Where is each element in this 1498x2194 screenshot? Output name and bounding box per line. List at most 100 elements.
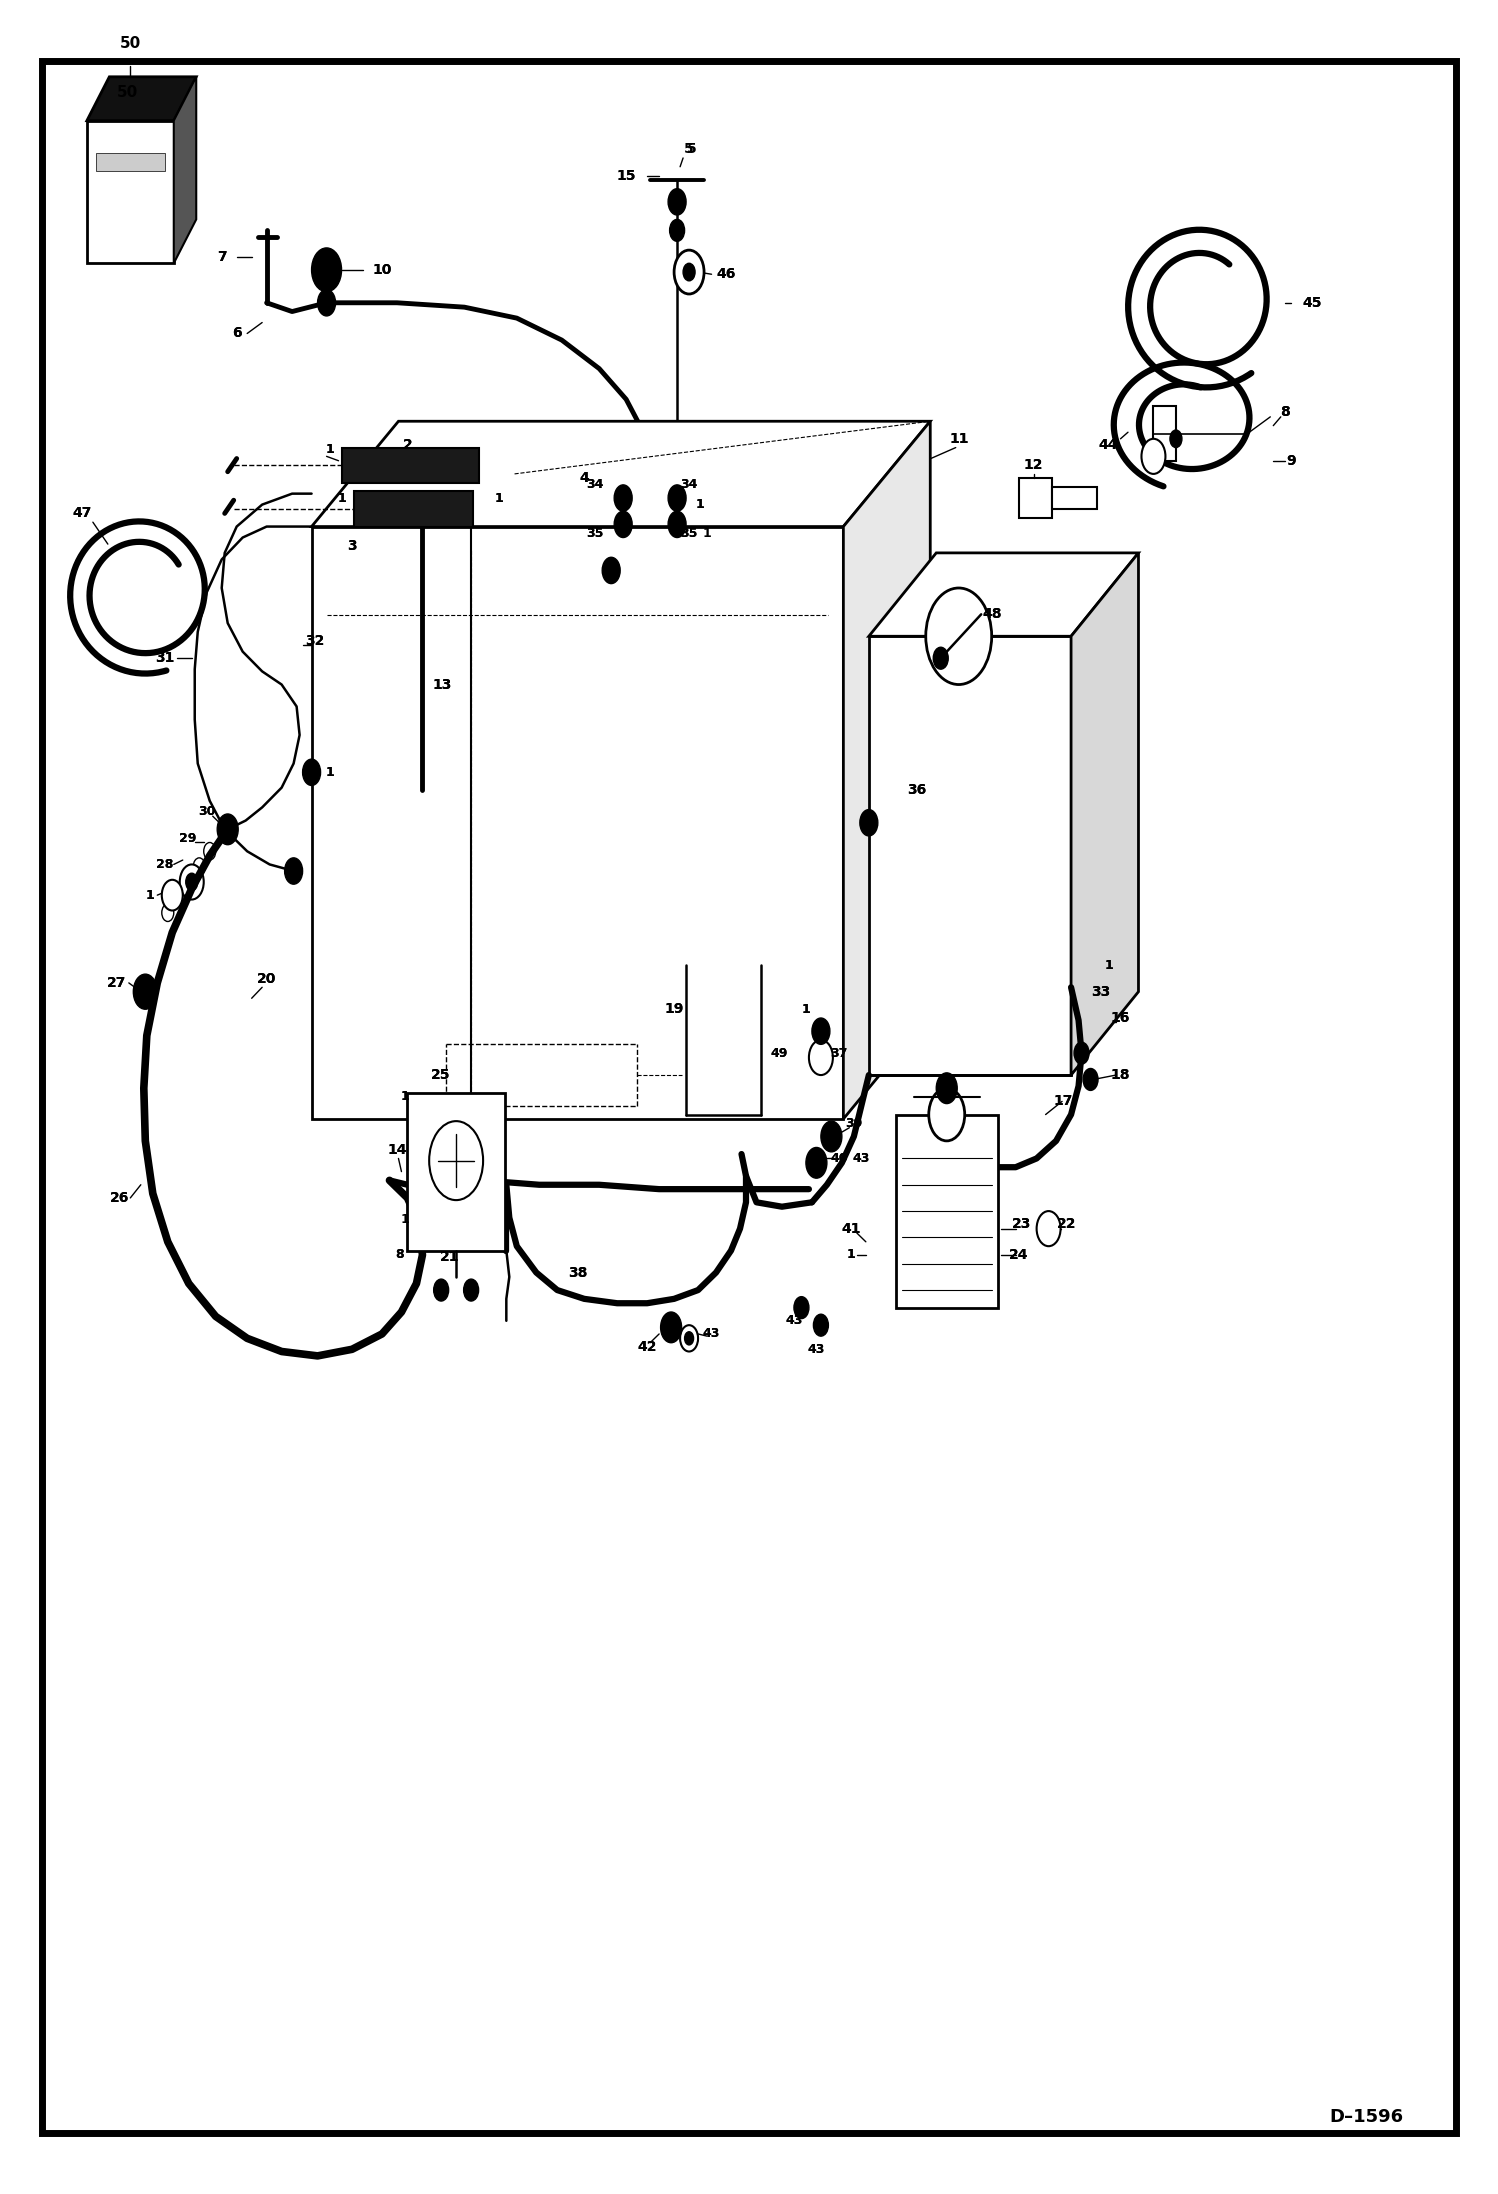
Text: 46: 46 [718, 268, 736, 281]
Polygon shape [1071, 553, 1138, 1075]
Text: 21: 21 [439, 1251, 460, 1264]
Text: 1: 1 [695, 498, 704, 511]
Circle shape [602, 557, 620, 584]
Text: 1: 1 [400, 1090, 409, 1104]
Text: 1: 1 [801, 1003, 810, 1016]
Text: 3: 3 [348, 540, 357, 553]
Text: 23: 23 [1013, 1218, 1031, 1231]
Circle shape [303, 759, 321, 785]
Text: 30: 30 [198, 805, 216, 818]
Circle shape [674, 250, 704, 294]
Text: 1: 1 [801, 1003, 810, 1016]
Text: 8: 8 [395, 1248, 404, 1262]
Text: 1: 1 [846, 1248, 855, 1262]
Circle shape [933, 647, 948, 669]
Text: 24: 24 [1008, 1248, 1029, 1262]
Circle shape [813, 1314, 828, 1336]
Text: 38: 38 [569, 1266, 587, 1279]
Circle shape [668, 189, 686, 215]
Text: 35: 35 [586, 527, 604, 540]
Text: 21: 21 [439, 1251, 460, 1264]
Polygon shape [312, 421, 930, 527]
Text: 26: 26 [111, 1191, 129, 1205]
Text: 37: 37 [830, 1047, 848, 1060]
Circle shape [1141, 439, 1165, 474]
Circle shape [1170, 430, 1182, 448]
Text: 43: 43 [852, 1152, 870, 1165]
Circle shape [464, 1279, 479, 1301]
Text: 41: 41 [840, 1222, 861, 1235]
Bar [407, 1093, 505, 1251]
Circle shape [812, 1018, 830, 1044]
Text: 1: 1 [1104, 959, 1113, 972]
Bar [869, 636, 1071, 1075]
Text: 11: 11 [948, 432, 969, 445]
Text: 1: 1 [325, 443, 334, 456]
Text: 34: 34 [680, 478, 698, 491]
Circle shape [809, 1040, 833, 1075]
Text: 1: 1 [400, 1090, 409, 1104]
Text: 1: 1 [494, 491, 503, 505]
Text: 32: 32 [306, 634, 324, 647]
Text: 35: 35 [586, 527, 604, 540]
Circle shape [285, 858, 303, 884]
Circle shape [318, 290, 336, 316]
Text: 25: 25 [430, 1068, 451, 1082]
Text: 34: 34 [586, 478, 604, 491]
Text: 18: 18 [1110, 1068, 1131, 1082]
Text: 13: 13 [433, 678, 451, 691]
Text: 43: 43 [807, 1343, 825, 1356]
Circle shape [428, 1121, 482, 1200]
Text: 38: 38 [569, 1266, 587, 1279]
Bar [1153, 406, 1176, 461]
Circle shape [929, 1088, 965, 1141]
Text: 47: 47 [73, 507, 91, 520]
Text: 44: 44 [1098, 439, 1119, 452]
Text: 31: 31 [156, 652, 174, 665]
Bar [354, 491, 473, 527]
Text: 30: 30 [198, 805, 216, 818]
Circle shape [217, 814, 238, 845]
Text: 14: 14 [386, 1143, 407, 1156]
Text: 1: 1 [337, 491, 346, 505]
Text: 23: 23 [1013, 1218, 1031, 1231]
Text: 16: 16 [1112, 1011, 1129, 1025]
Text: 6: 6 [232, 327, 241, 340]
Text: 17: 17 [1055, 1095, 1073, 1108]
Text: 37: 37 [830, 1047, 848, 1060]
Text: 27: 27 [108, 976, 126, 989]
Text: 1: 1 [325, 766, 334, 779]
Text: 8: 8 [1281, 406, 1290, 419]
Text: 43: 43 [703, 1327, 721, 1341]
Text: 50: 50 [120, 37, 141, 50]
Text: 33: 33 [1092, 985, 1110, 998]
Text: 3: 3 [348, 540, 357, 553]
Text: 5: 5 [685, 143, 694, 156]
Circle shape [685, 1332, 694, 1345]
Circle shape [180, 864, 204, 900]
Circle shape [133, 974, 157, 1009]
Circle shape [204, 842, 216, 860]
Text: 31: 31 [156, 652, 174, 665]
Text: 19: 19 [665, 1003, 683, 1016]
Bar [96, 154, 165, 171]
Circle shape [668, 485, 686, 511]
Text: 19: 19 [665, 1003, 683, 1016]
Text: 43: 43 [703, 1327, 721, 1341]
Polygon shape [87, 77, 196, 121]
Circle shape [683, 263, 695, 281]
Circle shape [670, 219, 685, 241]
Polygon shape [843, 421, 930, 1119]
Text: D–1596: D–1596 [1329, 2108, 1404, 2126]
Text: 10: 10 [373, 263, 391, 276]
Text: 28: 28 [156, 858, 174, 871]
Circle shape [162, 880, 183, 911]
Text: 45: 45 [1302, 296, 1323, 309]
Text: 40: 40 [830, 1152, 848, 1165]
Text: 24: 24 [1008, 1248, 1029, 1262]
Text: 32: 32 [306, 634, 324, 647]
Text: 26: 26 [111, 1191, 129, 1205]
Text: 35: 35 [680, 527, 698, 540]
Circle shape [183, 873, 195, 891]
Circle shape [614, 511, 632, 538]
